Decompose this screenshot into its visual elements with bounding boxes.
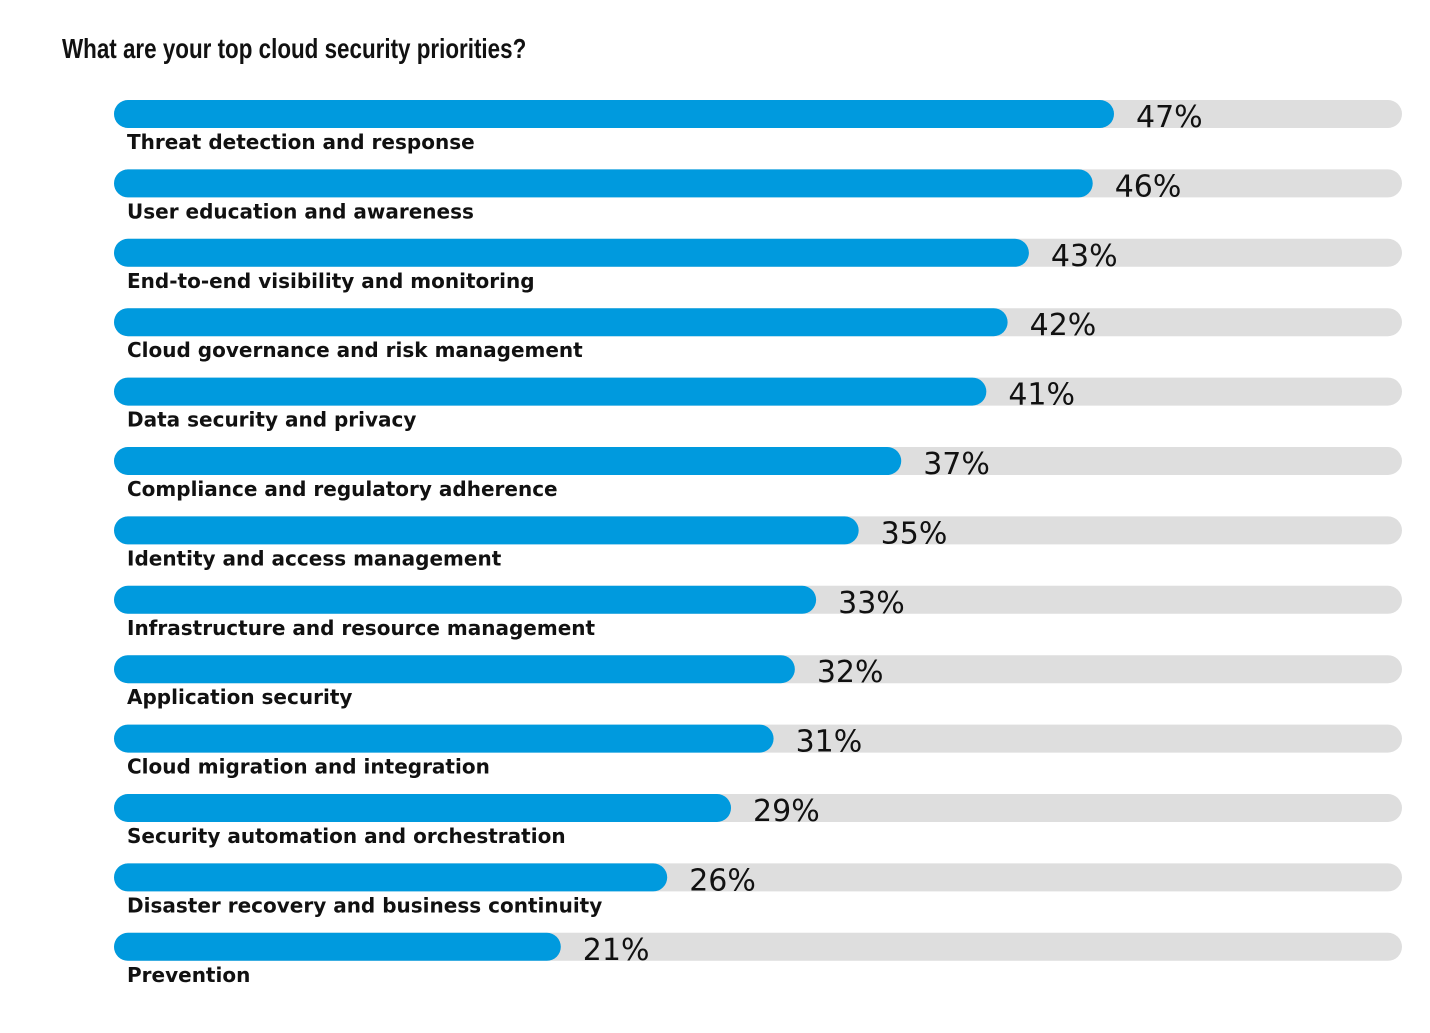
value-label: 47% xyxy=(1136,100,1203,135)
value-label: 43% xyxy=(1051,239,1118,274)
bar-row: 33% Infrastructure and resource managemen… xyxy=(114,585,1402,640)
category-label: Threat detection and response xyxy=(127,130,475,154)
bar xyxy=(114,100,1114,128)
bar-row: 47% Threat detection and response xyxy=(114,100,1402,154)
value-label: 33% xyxy=(838,586,905,621)
bar-row: 37% Compliance and regulatory adherence xyxy=(114,447,1402,501)
value-label: 32% xyxy=(817,655,884,690)
bar xyxy=(114,238,1029,267)
bar xyxy=(114,377,987,406)
category-label: Identity and access management xyxy=(127,546,502,570)
bar-row: 35% Identity and access management xyxy=(114,516,1402,570)
bar xyxy=(114,308,1008,337)
value-label: 35% xyxy=(881,516,948,551)
bar-row: 26% Disaster recovery and business contin… xyxy=(114,863,1402,917)
bar xyxy=(114,516,859,545)
value-label: 26% xyxy=(689,863,756,898)
bar-row: 42% Cloud governance and risk management xyxy=(114,308,1402,362)
chart-title: What are your top cloud security priorit… xyxy=(62,33,527,64)
value-label: 31% xyxy=(796,725,863,760)
category-label: Security automation and orchestration xyxy=(127,824,566,848)
bar xyxy=(114,724,774,753)
bar xyxy=(114,655,795,684)
bar-row: 46% User education and awareness xyxy=(114,169,1402,223)
category-label: Disaster recovery and business continuit… xyxy=(127,893,602,917)
category-label: Compliance and regulatory adherence xyxy=(127,477,558,501)
bar xyxy=(114,447,902,475)
value-label: 42% xyxy=(1030,308,1097,343)
bar-row: 31% Cloud migration and integration xyxy=(114,724,1402,779)
category-label: End-to-end visibility and monitoring xyxy=(127,269,535,293)
bar xyxy=(114,932,561,961)
category-label: Prevention xyxy=(127,963,250,987)
bar xyxy=(114,863,668,892)
bar-row: 32% Application security xyxy=(114,655,1402,709)
value-label: 46% xyxy=(1115,169,1182,204)
category-label: Application security xyxy=(127,685,352,709)
category-label: Cloud governance and risk management xyxy=(127,338,583,362)
category-label: Cloud migration and integration xyxy=(127,755,490,779)
bar xyxy=(114,794,732,822)
value-label: 37% xyxy=(923,447,990,482)
value-label: 41% xyxy=(1008,378,1075,413)
bar-row: 21% Prevention xyxy=(114,932,1402,987)
bar-row: 29% Security automation and orchestration xyxy=(114,794,1402,848)
category-label: User education and awareness xyxy=(127,199,474,223)
bar xyxy=(114,585,817,614)
bar xyxy=(114,169,1093,198)
category-label: Data security and privacy xyxy=(127,408,416,432)
category-label: Infrastructure and resource management xyxy=(127,616,596,640)
bar-row: 41% Data security and privacy xyxy=(114,377,1402,432)
value-label: 29% xyxy=(753,794,820,829)
value-label: 21% xyxy=(583,933,650,968)
bar-row: 43% End-to-end visibility and monitoring xyxy=(114,239,1402,293)
